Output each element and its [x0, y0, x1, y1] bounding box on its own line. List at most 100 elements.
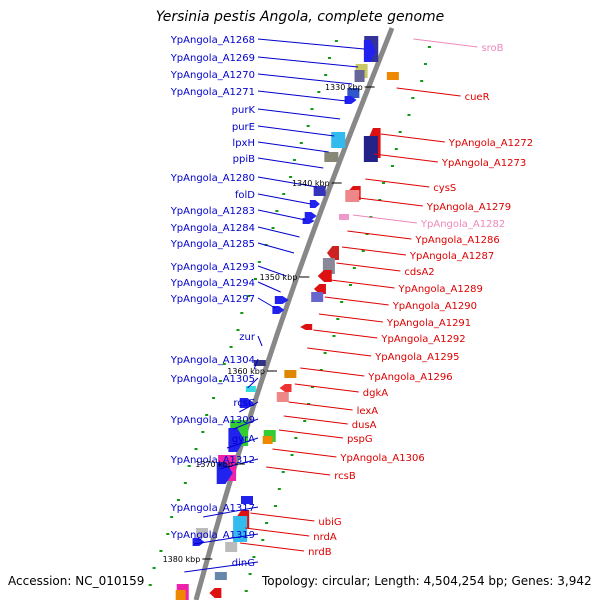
gene-label-right[interactable]: cueR: [465, 92, 490, 103]
gene-label-left[interactable]: purK: [232, 105, 256, 116]
gene-feature-block: [233, 516, 248, 542]
kbp-label: 1370 kbp: [195, 460, 233, 469]
leader-line-left: [257, 90, 347, 102]
track-tick: [170, 516, 174, 518]
gene-label-right[interactable]: dusA: [352, 420, 377, 431]
gene-label-right[interactable]: cdsA2: [404, 267, 434, 278]
gene-label-right[interactable]: ubiG: [318, 517, 341, 528]
gene-label-right[interactable]: YpAngola_A1296: [367, 372, 452, 383]
gene-label-left[interactable]: YpAngola_A1312: [170, 455, 255, 466]
kbp-label: 1380 kbp: [163, 555, 201, 564]
track-tick: [201, 431, 205, 433]
map-title: Yersinia pestis Angola, complete genome: [155, 9, 445, 25]
gene-label-right[interactable]: YpAngola_A1273: [441, 158, 526, 169]
track-tick: [212, 397, 216, 399]
leader-line-left: [193, 533, 259, 545]
track-tick: [205, 414, 209, 416]
gene-label-left[interactable]: YpAngola_A1317: [170, 503, 255, 514]
gene-label-right[interactable]: YpAngola_A1295: [374, 352, 459, 363]
track-tick: [218, 380, 222, 382]
track-tick: [411, 97, 415, 99]
track-tick: [424, 63, 428, 65]
gene-label-right[interactable]: cysS: [433, 183, 456, 194]
gene-label-left[interactable]: YpAngola_A1304: [170, 355, 255, 366]
gene-label-left[interactable]: rcsC: [233, 398, 255, 409]
gene-feature-block: [262, 436, 273, 444]
track-tick: [427, 46, 431, 48]
gene-label-left[interactable]: YpAngola_A1284: [170, 223, 255, 234]
gene-label-left[interactable]: YpAngola_A1309: [170, 415, 255, 426]
gene-label-right[interactable]: nrdA: [313, 532, 337, 543]
gene-label-right[interactable]: YpAngola_A1279: [426, 202, 511, 213]
gene-label-left[interactable]: lpxH: [232, 138, 255, 149]
leader-line-left: [226, 437, 259, 449]
gene-label-left[interactable]: YpAngola_A1319: [170, 530, 255, 541]
gene-feature-block: [214, 572, 227, 580]
track-tick: [334, 40, 338, 42]
gene-label-right[interactable]: nrdB: [308, 547, 332, 558]
track-tick: [340, 301, 344, 303]
gene-label-left[interactable]: YpAngola_A1305: [170, 374, 255, 385]
track-tick: [176, 499, 180, 501]
gene-label-right[interactable]: YpAngola_A1287: [409, 251, 494, 262]
gene-label-left[interactable]: ppiB: [233, 154, 255, 165]
track-tick: [319, 369, 323, 371]
gene-label-left[interactable]: YpAngola_A1294: [170, 278, 255, 289]
track-tick: [275, 210, 279, 212]
kbp-label: 1340 kbp: [292, 179, 330, 188]
gene-label-left[interactable]: YpAngola_A1293: [170, 262, 255, 273]
gene-label-left[interactable]: YpAngola_A1297: [170, 294, 255, 305]
gene-label-right[interactable]: lexA: [357, 406, 379, 417]
leader-line-right: [283, 415, 348, 425]
gene-label-right[interactable]: sroB: [481, 43, 503, 54]
gene-label-left[interactable]: dinG: [232, 558, 255, 569]
leader-line-right: [373, 153, 438, 163]
leader-line-left: [257, 141, 329, 153]
gene-label-right[interactable]: rcsB: [334, 471, 356, 482]
gene-label-left[interactable]: YpAngola_A1283: [170, 206, 255, 217]
gene-feature-block: [245, 386, 256, 392]
track-tick: [324, 74, 328, 76]
gene-feature-block: [276, 392, 289, 402]
leader-line-left: [257, 193, 311, 205]
leader-line-left: [257, 125, 335, 137]
gene-label-right[interactable]: dgkA: [363, 388, 388, 399]
gene-label-right[interactable]: YpAngola_A1290: [392, 301, 477, 312]
track-tick: [382, 182, 386, 184]
gene-label-right[interactable]: YpAngola_A1286: [414, 235, 499, 246]
leader-line-left: [233, 418, 259, 430]
track-tick: [352, 267, 356, 269]
gene-label-right[interactable]: YpAngola_A1272: [448, 138, 533, 149]
gene-feature-block: [253, 360, 266, 366]
track-tick: [289, 176, 293, 178]
gene-label-right[interactable]: YpAngola_A1282: [420, 219, 505, 230]
track-tick: [257, 261, 261, 263]
track-tick: [317, 91, 321, 93]
gene-label-right[interactable]: YpAngola_A1291: [386, 318, 471, 329]
track-tick: [336, 318, 340, 320]
gene-label-left[interactable]: purE: [232, 122, 255, 133]
gene-label-left[interactable]: YpAngola_A1271: [170, 87, 255, 98]
track-tick: [166, 533, 170, 535]
gene-feature-block: [331, 132, 346, 148]
gene-label-left[interactable]: YpAngola_A1285: [170, 239, 255, 250]
gene-label-right[interactable]: YpAngola_A1306: [339, 453, 424, 464]
gene-label-right[interactable]: pspG: [347, 434, 373, 445]
gene-label-left[interactable]: zur: [239, 332, 256, 343]
genome-summary-text: Topology: circular; Length: 4,504,254 bp…: [262, 574, 592, 588]
gene-label-left[interactable]: YpAngola_A1269: [170, 53, 255, 64]
gene-feature-block: [309, 200, 320, 208]
gene-label-left[interactable]: YpAngola_A1268: [170, 35, 255, 46]
gene-label-right[interactable]: YpAngola_A1289: [398, 284, 483, 295]
track-tick: [349, 284, 352, 286]
gene-label-left[interactable]: YpAngola_A1280: [170, 173, 255, 184]
leader-line-left: [239, 401, 259, 413]
gene-feature-block: [209, 588, 222, 598]
gene-label-right[interactable]: YpAngola_A1292: [380, 334, 465, 345]
gene-label-left[interactable]: folD: [235, 190, 255, 201]
track-tick: [282, 193, 286, 195]
gene-label-left[interactable]: gyrA: [232, 434, 255, 445]
track-tick: [183, 482, 187, 484]
gene-label-left[interactable]: YpAngola_A1270: [170, 70, 255, 81]
track-tick: [194, 448, 198, 450]
